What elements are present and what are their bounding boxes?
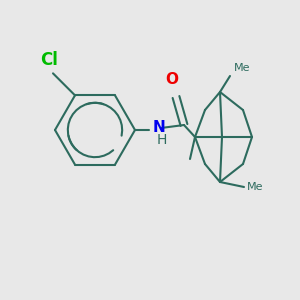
Text: N: N — [153, 119, 166, 134]
Text: Me: Me — [234, 63, 250, 73]
Text: Me: Me — [247, 182, 263, 192]
Text: H: H — [157, 133, 167, 147]
Text: Cl: Cl — [40, 51, 58, 69]
Text: O: O — [166, 72, 178, 87]
